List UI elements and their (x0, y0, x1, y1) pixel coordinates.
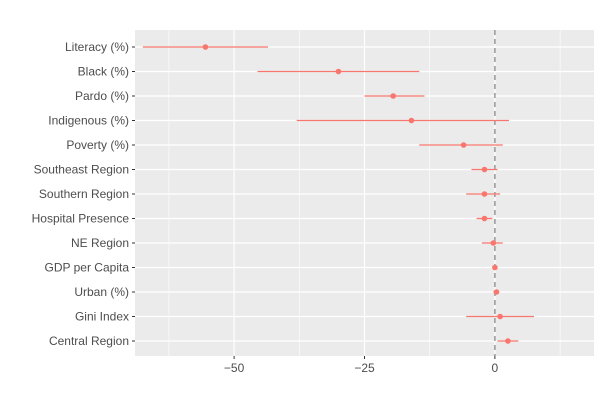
y-tick-label-gini-index: Gini Index (75, 310, 129, 324)
point-gdp-per-capita (492, 264, 498, 271)
x-axis-tick-labels: −50 −25 0 (224, 356, 499, 375)
y-tick-label-urban: Urban (%) (74, 285, 129, 299)
point-pardo (390, 93, 396, 99)
x-tick-label-1: −25 (354, 361, 375, 375)
y-tick-label-indigenous: Indigenous (%) (48, 114, 129, 128)
point-central-region (505, 338, 511, 344)
point-literacy (202, 44, 209, 50)
x-tick-label-2: 0 (492, 361, 499, 375)
y-tick-label-hospital-presence: Hospital Presence (32, 212, 130, 226)
point-poverty (460, 142, 467, 148)
point-hospital-presence (481, 215, 488, 222)
y-tick-label-southeast-region: Southeast Region (34, 163, 129, 177)
y-tick-label-black: Black (%) (78, 65, 129, 79)
y-tick-label-southern-region: Southern Region (39, 187, 129, 201)
point-estimates (202, 44, 511, 344)
x-tick-label-0: −50 (224, 361, 245, 375)
point-gini-index (497, 313, 503, 320)
point-southeast-region (481, 166, 488, 173)
y-tick-label-literacy: Literacy (%) (65, 40, 129, 54)
y-tick-label-central-region: Central Region (49, 334, 129, 348)
point-black (335, 68, 342, 75)
y-axis-tick-labels: Literacy (%) Black (%) Pardo (%) Indigenous… (32, 40, 135, 348)
y-tick-label-gdp-per-capita: GDP per Capita (45, 261, 130, 275)
point-urban (493, 289, 500, 295)
y-tick-label-pardo: Pardo (%) (75, 89, 129, 103)
minor-gridlines (168, 30, 561, 356)
y-tick-label-poverty: Poverty (%) (66, 138, 129, 152)
point-indigenous (408, 117, 415, 124)
point-southern-region (481, 191, 488, 197)
point-ne-region (490, 240, 497, 246)
y-tick-label-ne-region: NE Region (71, 236, 129, 250)
